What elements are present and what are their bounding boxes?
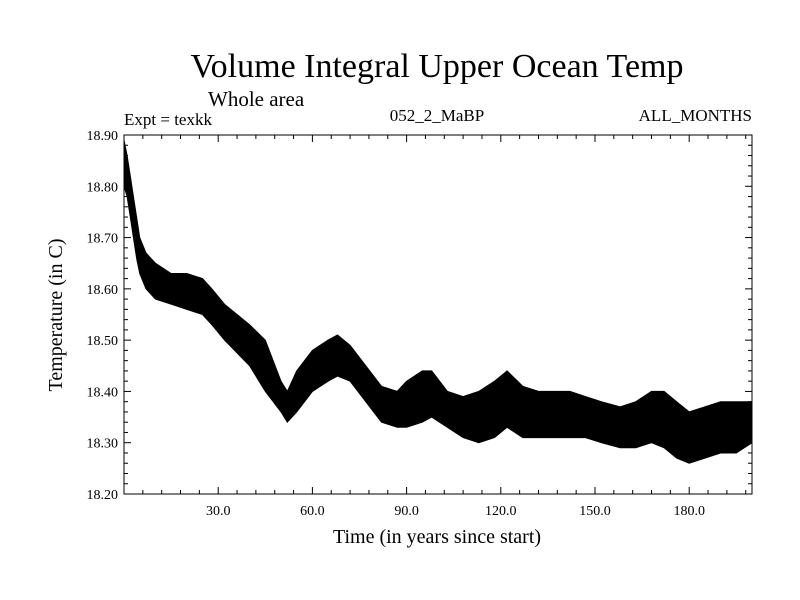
x-axis-ticks: 30.0 60.0 90.0 120.0 150.0 180.0 <box>142 135 747 519</box>
x-tick-label: 90.0 <box>394 504 419 519</box>
x-tick-label: 180.0 <box>673 504 705 519</box>
y-tick-label: 18.60 <box>87 283 119 298</box>
y-tick-label: 18.20 <box>87 488 119 503</box>
x-tick-label: 60.0 <box>300 504 325 519</box>
y-axis-label: Temperature (in C) <box>45 239 67 392</box>
experiment-label: Expt = texkk <box>124 110 212 129</box>
plot-frame <box>123 134 753 495</box>
y-tick-label: 18.50 <box>87 334 119 349</box>
y-tick-label: 18.90 <box>87 129 119 144</box>
y-tick-label: 18.80 <box>87 180 119 195</box>
y-tick-label: 18.40 <box>87 385 119 400</box>
plot-area <box>123 134 753 495</box>
months-label: ALL_MONTHS <box>639 106 752 125</box>
chart-subtitle: Whole area <box>208 87 305 111</box>
chart-title: Volume Integral Upper Ocean Temp <box>191 48 684 85</box>
series-line-0 <box>123 143 753 463</box>
y-tick-label: 18.30 <box>87 437 119 452</box>
series-layer <box>123 140 753 464</box>
x-axis-label: Time (in years since start) <box>333 526 541 548</box>
x-tick-label: 30.0 <box>206 504 231 519</box>
y-axis-ticks: 18.20 18.30 18.40 18.50 18.60 18.70 18.80 18.90 <box>87 129 752 503</box>
x-tick-label: 150.0 <box>579 504 611 519</box>
run-label: 052_2_MaBP <box>390 106 484 125</box>
y-tick-label: 18.70 <box>87 232 119 247</box>
x-tick-label: 120.0 <box>485 504 517 519</box>
